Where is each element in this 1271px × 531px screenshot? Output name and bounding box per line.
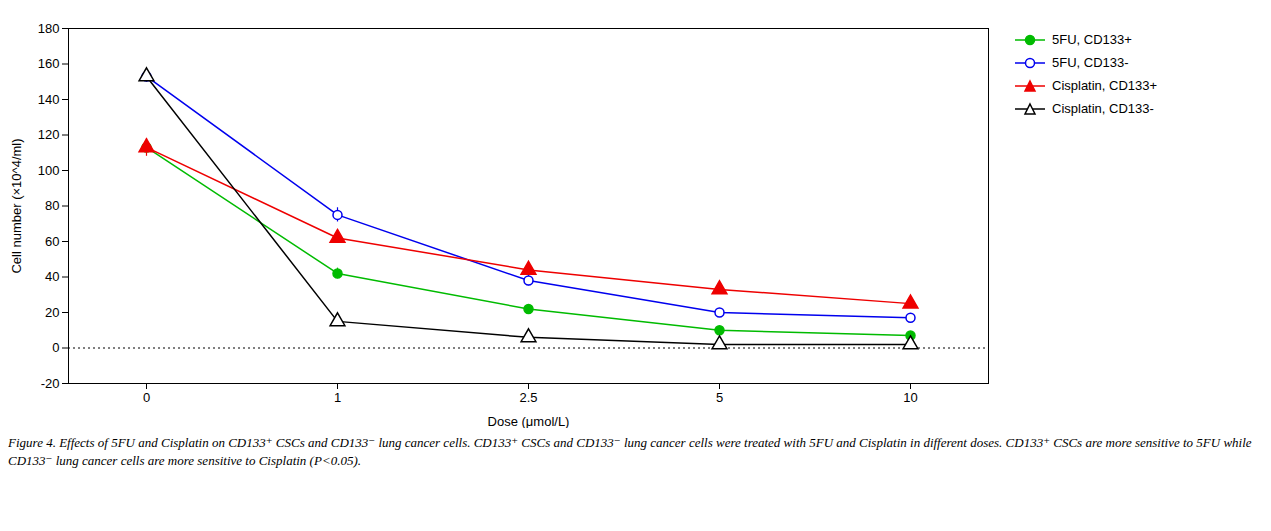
svg-text:1: 1 [334, 390, 341, 405]
svg-text:Dose (μmol/L): Dose (μmol/L) [488, 414, 570, 429]
svg-text:180: 180 [38, 21, 60, 36]
html-text:5FU, CD133-: 5FU, CD133- [1052, 55, 1129, 70]
svg-text:Cell number (×10^4/ml): Cell number (×10^4/ml) [9, 138, 24, 273]
svg-text:100: 100 [38, 163, 60, 178]
svg-text:80: 80 [45, 198, 59, 213]
svg-text:0: 0 [143, 390, 150, 405]
svg-text:0: 0 [52, 340, 59, 355]
svg-text:140: 140 [38, 92, 60, 107]
svg-text:5: 5 [716, 390, 723, 405]
svg-text:120: 120 [38, 127, 60, 142]
svg-text:2.5: 2.5 [519, 390, 537, 405]
html-text:5FU, CD133+: 5FU, CD133+ [1052, 32, 1132, 47]
html-text:Figure 4. Effects of 5FU and C: Figure 4. Effects of 5FU and Cisplatin o… [8, 435, 1252, 468]
html-text:Cisplatin, CD133-: Cisplatin, CD133- [1052, 101, 1154, 116]
svg-text:20: 20 [45, 305, 59, 320]
svg-text:10: 10 [903, 390, 917, 405]
html-text:Cisplatin, CD133+: Cisplatin, CD133+ [1052, 78, 1158, 93]
svg-text:40: 40 [45, 269, 59, 284]
svg-text:-20: -20 [41, 376, 60, 391]
svg-text:60: 60 [45, 234, 59, 249]
svg-text:160: 160 [38, 56, 60, 71]
